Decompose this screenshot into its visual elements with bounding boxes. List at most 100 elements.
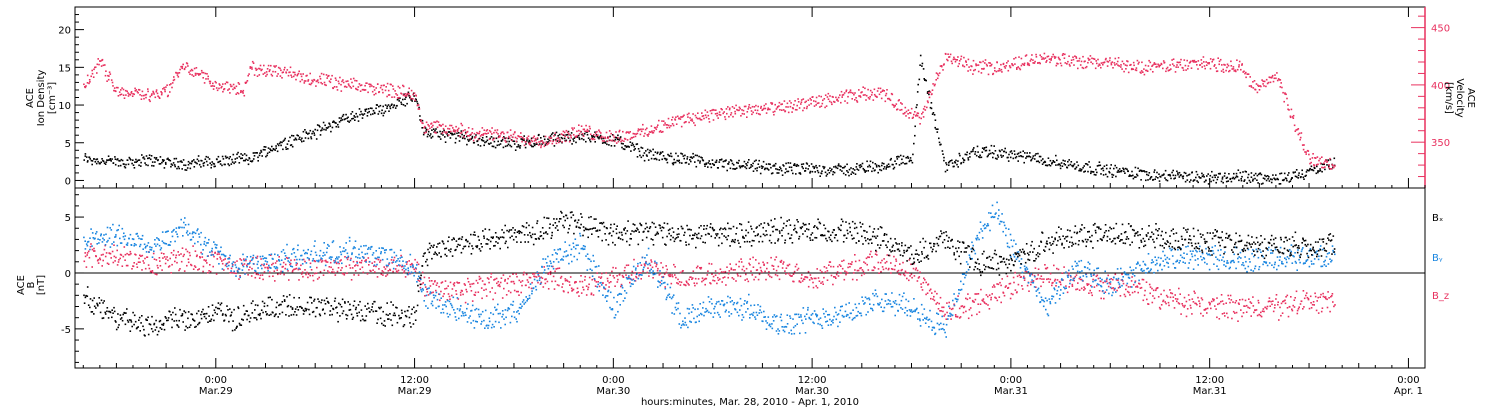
bz-point	[861, 269, 864, 271]
velocity-point	[1307, 150, 1310, 152]
density-point	[969, 156, 971, 158]
velocity-point	[549, 140, 552, 142]
bz-point	[988, 308, 991, 310]
bz-point	[950, 308, 953, 311]
velocity-point	[598, 129, 600, 131]
bz-point	[876, 254, 878, 256]
bz-point	[1254, 309, 1257, 312]
density-point	[1096, 171, 1098, 174]
velocity-point	[306, 74, 308, 77]
density-point	[956, 163, 958, 166]
density-point	[769, 163, 771, 166]
density-point	[581, 137, 583, 140]
bz-point	[400, 254, 402, 257]
bz-point	[418, 280, 421, 282]
velocity-point	[1091, 62, 1094, 65]
bz-point	[106, 262, 109, 265]
velocity-point	[535, 141, 538, 144]
bz-point	[1286, 307, 1289, 309]
velocity-point	[94, 66, 96, 69]
bz-point	[628, 276, 630, 279]
bz-point	[694, 277, 697, 280]
bz-point	[393, 256, 396, 259]
density-point	[837, 163, 840, 165]
density-point	[844, 174, 847, 176]
bz-point	[579, 280, 581, 283]
velocity-point	[736, 108, 738, 111]
bz-point	[772, 265, 775, 267]
density-point	[962, 161, 965, 164]
bz-point	[830, 265, 832, 268]
velocity-point	[495, 131, 498, 134]
velocity-point	[867, 96, 870, 99]
density-point	[645, 150, 647, 152]
velocity-point	[1171, 63, 1174, 65]
velocity-point	[747, 108, 749, 110]
bz-point	[669, 275, 672, 278]
bz-point	[823, 266, 826, 268]
density-point	[126, 159, 129, 161]
velocity-point	[127, 92, 129, 94]
density-point	[87, 160, 89, 162]
velocity-point	[1140, 72, 1142, 74]
velocity-point	[707, 114, 710, 117]
velocity-point	[180, 65, 182, 68]
bz-point	[740, 258, 742, 260]
bz-point	[949, 307, 951, 310]
density-point	[1326, 164, 1328, 166]
bz-point	[202, 270, 204, 273]
bz-point	[490, 272, 493, 275]
bz-point	[1257, 299, 1260, 302]
bz-point	[1200, 297, 1203, 299]
density-point	[404, 105, 407, 107]
bz-point	[320, 261, 323, 263]
density-point	[548, 139, 551, 142]
velocity-point	[131, 95, 134, 97]
velocity-point	[810, 102, 812, 105]
density-point	[636, 156, 639, 158]
density-point	[680, 152, 682, 155]
velocity-point	[892, 104, 895, 106]
velocity-point	[579, 130, 582, 133]
velocity-point	[729, 107, 731, 110]
velocity-point	[833, 100, 835, 103]
bz-point	[985, 294, 988, 296]
velocity-point	[1313, 164, 1315, 166]
density-point	[1295, 169, 1298, 171]
density-point	[240, 157, 242, 160]
density-point	[591, 135, 593, 137]
bz-point	[461, 290, 463, 292]
density-point	[328, 123, 331, 125]
bz-point	[803, 278, 806, 281]
velocity-point	[1330, 168, 1333, 170]
density-point	[196, 158, 199, 161]
density-point	[279, 141, 282, 143]
velocity-point	[127, 95, 130, 97]
density-point	[938, 141, 941, 144]
bz-point	[745, 267, 748, 270]
bz-point	[1271, 303, 1273, 306]
density-point	[495, 137, 498, 140]
density-point	[1180, 174, 1182, 176]
density-point	[781, 174, 784, 176]
bz-point	[607, 280, 609, 282]
velocity-point	[402, 84, 404, 87]
bz-point	[654, 262, 656, 264]
bz-point	[361, 259, 363, 262]
bz-point	[141, 254, 144, 257]
density-point	[1038, 155, 1041, 158]
velocity-point	[1216, 70, 1219, 72]
density-point	[95, 162, 98, 165]
velocity-point	[1072, 58, 1075, 61]
bz-point	[293, 268, 295, 271]
velocity-point	[379, 86, 382, 89]
bz-point	[1017, 283, 1020, 286]
bz-point	[518, 294, 520, 296]
density-point	[127, 163, 130, 166]
density-point	[560, 136, 563, 139]
bz-point	[188, 251, 191, 254]
velocity-point	[1064, 53, 1066, 56]
velocity-point	[1183, 59, 1186, 61]
density-point	[925, 79, 927, 82]
velocity-point	[847, 95, 849, 98]
